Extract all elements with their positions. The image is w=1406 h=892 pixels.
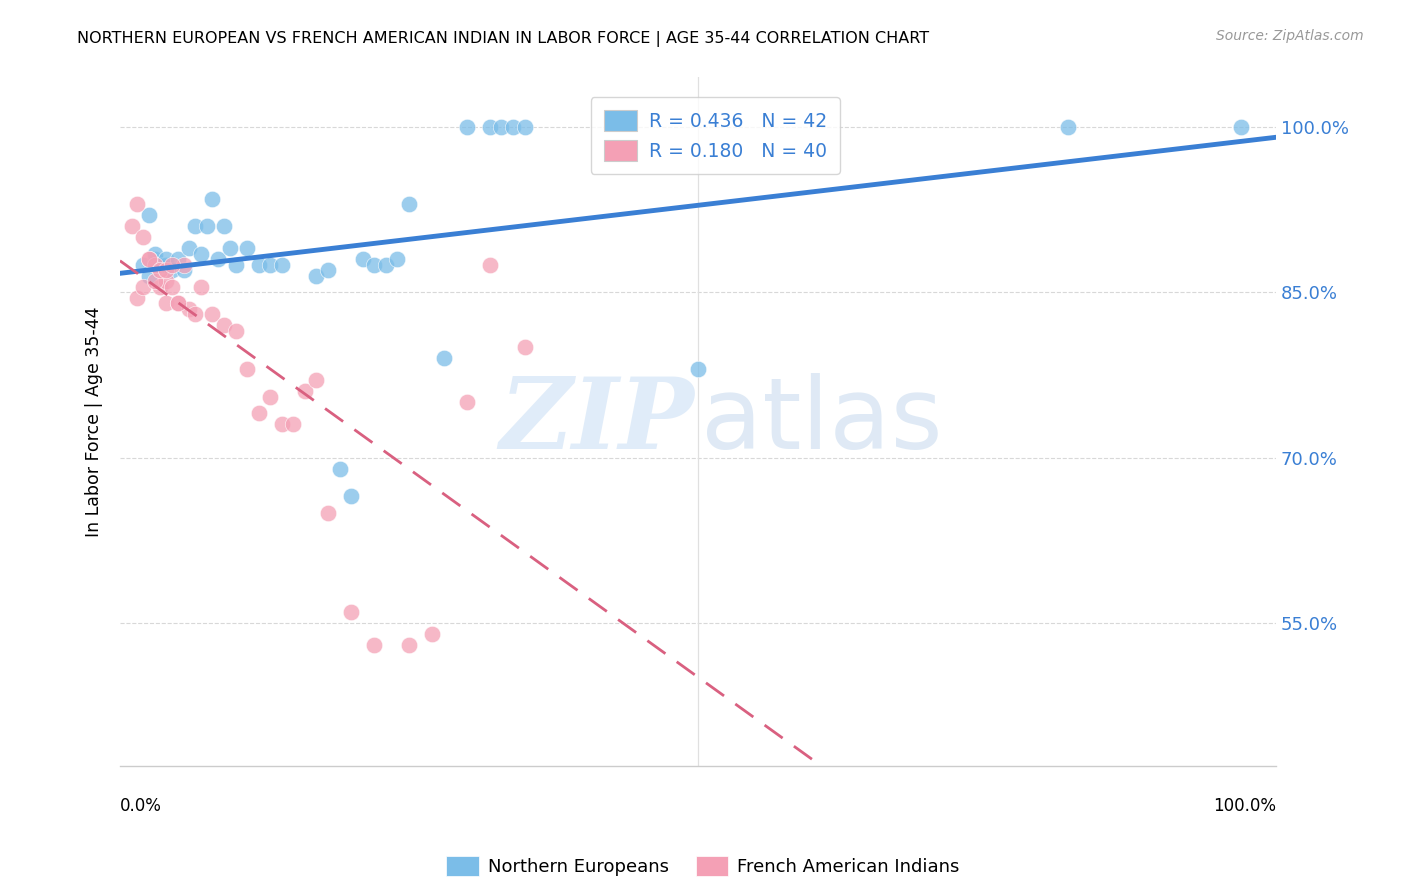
Point	[173, 258, 195, 272]
Point	[398, 197, 420, 211]
Point	[212, 318, 235, 333]
Point	[329, 461, 352, 475]
Point	[225, 324, 247, 338]
Text: Source: ZipAtlas.com: Source: ZipAtlas.com	[1216, 29, 1364, 43]
Point	[173, 263, 195, 277]
Point	[513, 120, 536, 134]
Point	[340, 489, 363, 503]
Point	[201, 192, 224, 206]
Point	[305, 373, 328, 387]
Point	[686, 362, 709, 376]
Point	[201, 307, 224, 321]
Point	[127, 197, 149, 211]
Point	[502, 120, 524, 134]
Point	[420, 627, 443, 641]
Point	[207, 252, 229, 267]
Point	[143, 274, 166, 288]
Point	[149, 263, 172, 277]
Point	[294, 384, 316, 399]
Legend: Northern Europeans, French American Indians: Northern Europeans, French American Indi…	[439, 848, 967, 883]
Point	[316, 263, 339, 277]
Point	[225, 258, 247, 272]
Point	[160, 258, 183, 272]
Point	[212, 219, 235, 234]
Point	[456, 395, 478, 409]
Point	[166, 296, 188, 310]
Point	[149, 258, 172, 272]
Point	[478, 258, 501, 272]
Point	[143, 252, 166, 267]
Point	[1230, 120, 1253, 134]
Point	[513, 340, 536, 354]
Point	[121, 219, 143, 234]
Point	[166, 296, 188, 310]
Point	[155, 258, 177, 272]
Point	[138, 252, 160, 267]
Point	[190, 279, 212, 293]
Text: ZIP: ZIP	[499, 374, 695, 470]
Point	[259, 390, 281, 404]
Point	[155, 274, 177, 288]
Point	[456, 120, 478, 134]
Point	[270, 417, 292, 432]
Point	[127, 291, 149, 305]
Legend: R = 0.436   N = 42, R = 0.180   N = 40: R = 0.436 N = 42, R = 0.180 N = 40	[591, 97, 839, 174]
Point	[236, 241, 259, 255]
Point	[155, 296, 177, 310]
Point	[316, 506, 339, 520]
Point	[247, 258, 270, 272]
Point	[190, 246, 212, 260]
Point	[247, 407, 270, 421]
Text: atlas: atlas	[702, 373, 943, 470]
Point	[363, 638, 385, 652]
Point	[143, 258, 166, 272]
Point	[149, 279, 172, 293]
Point	[184, 219, 207, 234]
Point	[179, 241, 201, 255]
Text: 100.0%: 100.0%	[1213, 797, 1277, 814]
Point	[491, 120, 513, 134]
Point	[363, 258, 385, 272]
Point	[218, 241, 240, 255]
Point	[270, 258, 292, 272]
Point	[166, 252, 188, 267]
Point	[155, 252, 177, 267]
Text: 0.0%: 0.0%	[120, 797, 162, 814]
Point	[184, 307, 207, 321]
Point	[374, 258, 396, 272]
Point	[478, 120, 501, 134]
Point	[340, 605, 363, 619]
Point	[138, 208, 160, 222]
Point	[305, 268, 328, 283]
Point	[195, 219, 218, 234]
Point	[283, 417, 305, 432]
Point	[259, 258, 281, 272]
Point	[160, 279, 183, 293]
Point	[160, 263, 183, 277]
Point	[138, 268, 160, 283]
Point	[155, 263, 177, 277]
Point	[138, 252, 160, 267]
Text: NORTHERN EUROPEAN VS FRENCH AMERICAN INDIAN IN LABOR FORCE | AGE 35-44 CORRELATI: NORTHERN EUROPEAN VS FRENCH AMERICAN IND…	[77, 31, 929, 47]
Point	[236, 362, 259, 376]
Point	[143, 246, 166, 260]
Point	[132, 230, 155, 244]
Point	[352, 252, 374, 267]
Point	[179, 301, 201, 316]
Point	[398, 638, 420, 652]
Point	[132, 279, 155, 293]
Point	[132, 258, 155, 272]
Point	[433, 351, 456, 366]
Point	[1057, 120, 1080, 134]
Y-axis label: In Labor Force | Age 35-44: In Labor Force | Age 35-44	[86, 307, 103, 537]
Point	[387, 252, 409, 267]
